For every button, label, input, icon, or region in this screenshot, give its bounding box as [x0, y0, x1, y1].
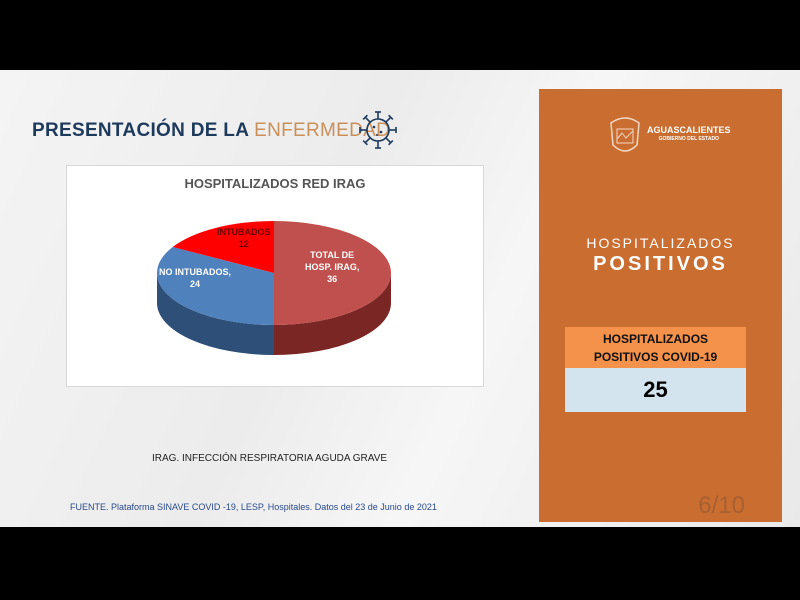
source-note: FUENTE. Plataforma SINAVE COVID -19, LES… [70, 502, 437, 512]
pie-chart: HOSPITALIZADOS RED IRAG TOTAL DE HOSP. IR… [66, 165, 484, 387]
pie-slice [157, 247, 274, 325]
slide-title: PRESENTACIÓN DE LA ENFERMEDAD [32, 120, 391, 141]
slice-label: NO INTUBADOS, 24 [159, 267, 231, 289]
heading-light: HOSPITALIZADOS [586, 235, 735, 251]
pie-slice [274, 221, 391, 325]
slide: PRESENTACIÓN DE LA ENFERMEDAD HOSPITALIZ… [0, 70, 800, 527]
brand: AGUASCALIENTES GOBIERNO DEL ESTADO [647, 125, 731, 142]
virus-icon [359, 111, 397, 149]
heading-bold: POSITIVOS [593, 253, 728, 275]
pie-slice [172, 221, 274, 273]
pie-side-0 [274, 273, 391, 355]
stat-value: 25 [565, 368, 746, 412]
pie-svg [157, 221, 391, 355]
page-number: 6/10 [698, 492, 745, 519]
stat-label: HOSPITALIZADOS POSITIVOS COVID-19 [565, 327, 746, 368]
slice-label: INTUBADOS 12 [217, 227, 271, 249]
irag-note: IRAG. INFECCIÓN RESPIRATORIA AGUDA GRAVE [152, 453, 388, 464]
slice-label: TOTAL DE HOSP. IRAG, 36 [305, 250, 360, 284]
pie-side-1 [157, 273, 274, 355]
chart-title: HOSPITALIZADOS RED IRAG [184, 176, 366, 191]
coat-of-arms-logo [610, 117, 640, 152]
side-panel: AGUASCALIENTES GOBIERNO DEL ESTADO HOSPIT… [539, 89, 782, 522]
